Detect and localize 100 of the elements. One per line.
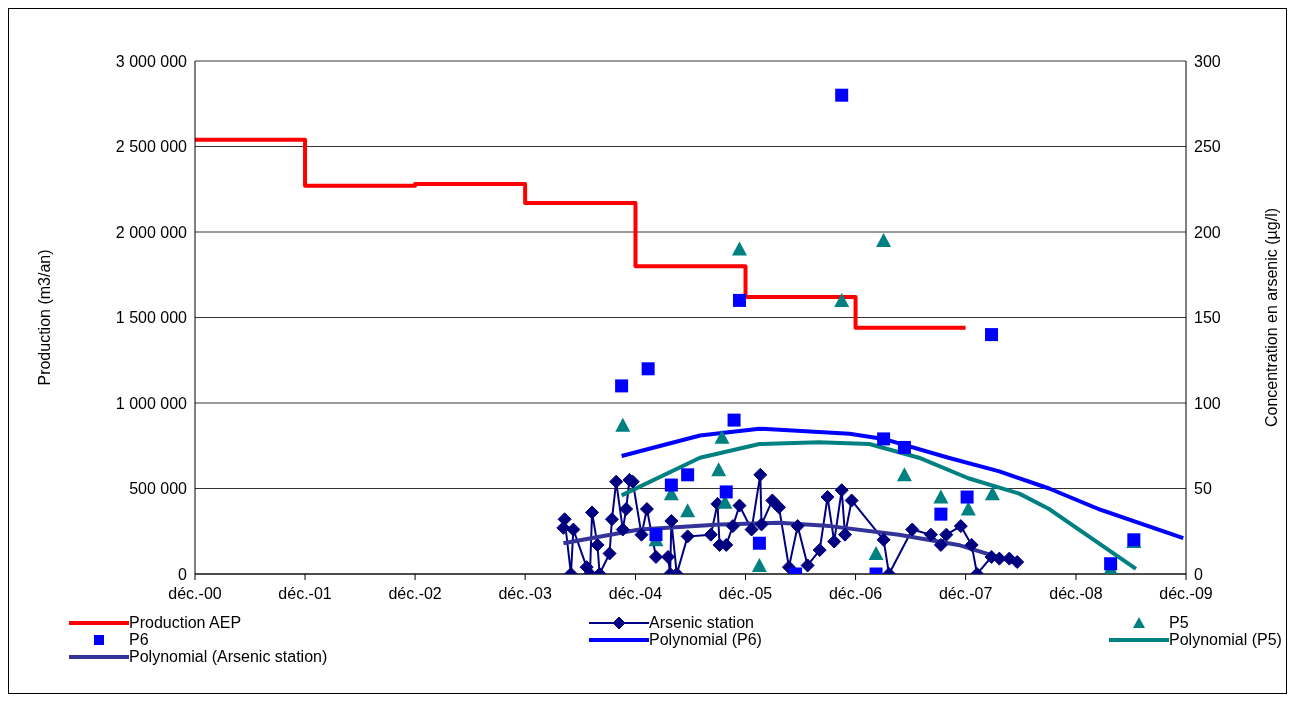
y-tick-label: 500 000 — [129, 480, 188, 498]
x-tick-label: déc.-03 — [498, 585, 552, 603]
point — [754, 517, 769, 532]
point — [896, 467, 912, 482]
point — [639, 502, 654, 517]
y-tick-label: 1 500 000 — [115, 309, 188, 327]
point — [664, 513, 679, 528]
point — [834, 292, 850, 307]
y2-tick-label: 250 — [1194, 138, 1221, 156]
point — [834, 483, 849, 498]
point — [827, 534, 842, 549]
point — [619, 502, 634, 517]
point — [634, 527, 649, 542]
y2-tick-label: 150 — [1194, 309, 1221, 327]
point — [703, 527, 718, 542]
point — [664, 478, 678, 492]
point — [590, 537, 605, 552]
legend-label: Polynomial (Arsenic station) — [129, 648, 328, 665]
point — [744, 522, 759, 537]
point — [960, 490, 974, 504]
legend-label: P5 — [1169, 614, 1189, 631]
x-tick-label: déc.-07 — [938, 585, 993, 603]
x-tick-label: déc.-02 — [388, 585, 442, 603]
point — [897, 440, 911, 454]
point — [602, 546, 617, 561]
point — [751, 557, 767, 572]
line-series — [619, 426, 1186, 541]
point — [964, 537, 979, 552]
point — [727, 413, 741, 427]
point — [933, 489, 949, 504]
point — [800, 558, 815, 573]
point — [681, 468, 695, 482]
legend-label: Polynomial (P5) — [1169, 631, 1282, 648]
point — [984, 486, 1000, 501]
y2-tick-label: 200 — [1194, 223, 1221, 241]
point — [905, 522, 920, 537]
y2-tick-label: 100 — [1194, 394, 1221, 412]
y2-tick-label: 50 — [1194, 480, 1212, 498]
point — [732, 293, 746, 307]
legend-label: P6 — [129, 631, 149, 648]
point — [753, 467, 768, 482]
line-series — [619, 440, 1138, 571]
point — [649, 528, 663, 542]
point — [1104, 557, 1118, 571]
x-tick-label: déc.-08 — [1049, 585, 1103, 603]
y2-tick-label: 300 — [1194, 52, 1221, 70]
point — [953, 519, 968, 534]
y2-axis-title: Concentration en arsenic (µg/l) — [1262, 207, 1280, 428]
y-tick-label: 3 000 000 — [115, 52, 188, 70]
point — [615, 379, 629, 393]
y-tick-label: 0 — [178, 565, 188, 583]
legend-label: Polynomial (P6) — [649, 631, 762, 648]
point — [719, 485, 733, 499]
point — [923, 527, 938, 542]
point — [933, 537, 948, 552]
x-tick-label: déc.-05 — [718, 585, 773, 603]
point — [876, 532, 891, 547]
point — [835, 88, 849, 102]
point — [648, 549, 663, 564]
legend-label: Production AEP — [129, 614, 242, 631]
point — [771, 500, 786, 515]
point — [711, 462, 727, 477]
point — [1010, 555, 1025, 570]
y-tick-label: 1 000 000 — [115, 394, 188, 412]
point — [992, 551, 1007, 566]
point — [960, 501, 976, 516]
point — [714, 429, 730, 444]
point — [844, 493, 859, 508]
point — [725, 519, 740, 534]
point — [939, 527, 954, 542]
y-axis-title: Production (m3/an) — [35, 249, 53, 386]
point — [877, 432, 891, 446]
point — [680, 503, 696, 518]
point — [752, 536, 766, 550]
point — [609, 474, 624, 489]
point — [615, 522, 630, 537]
point — [585, 505, 600, 520]
y-tick-label: 2 000 000 — [115, 223, 188, 241]
x-tick-label: déc.-04 — [608, 585, 663, 603]
x-tick-label: déc.-01 — [278, 585, 332, 603]
point — [604, 512, 619, 527]
point — [985, 328, 999, 342]
y-tick-label: 2 500 000 — [115, 138, 188, 156]
legend-label: Arsenic station — [649, 614, 754, 631]
point — [732, 498, 747, 513]
point — [812, 543, 827, 558]
point — [790, 519, 805, 534]
x-tick-label: déc.-00 — [168, 585, 222, 603]
point — [820, 490, 835, 505]
point — [868, 545, 884, 560]
x-tick-label: déc.-06 — [828, 585, 883, 603]
point — [838, 527, 853, 542]
point — [566, 522, 581, 537]
point — [641, 362, 655, 376]
point — [765, 493, 780, 508]
y2-tick-label: 0 — [1194, 565, 1203, 583]
point — [615, 417, 631, 432]
point — [731, 241, 747, 256]
point — [680, 529, 695, 544]
point — [661, 549, 676, 564]
